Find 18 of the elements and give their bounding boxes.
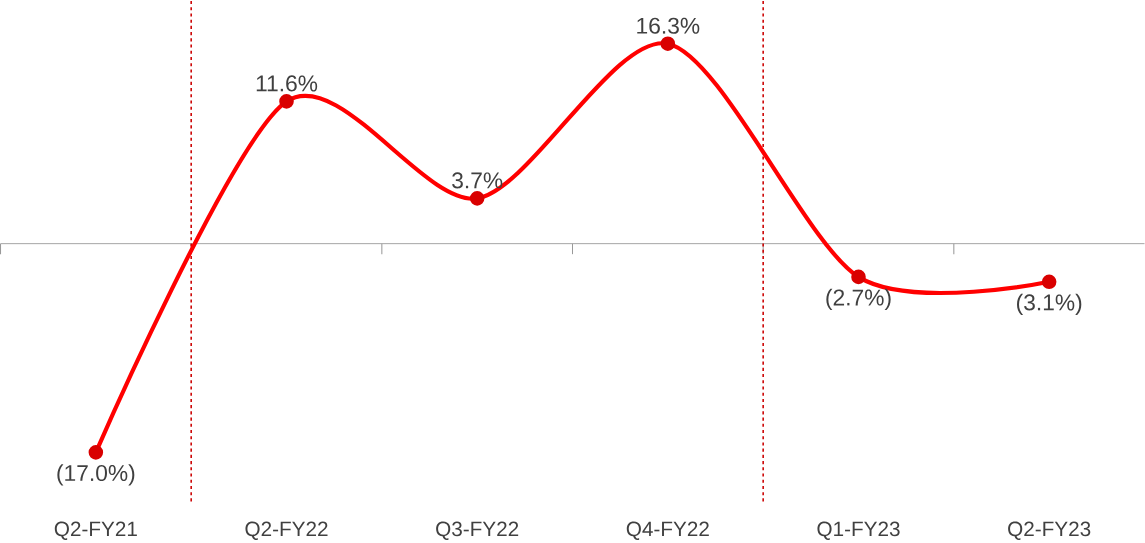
- x-tick-label: Q2-FY21: [54, 521, 137, 540]
- data-label: 16.3%: [637, 17, 700, 34]
- x-tick-label: Q1-FY23: [817, 521, 900, 540]
- data-label: 3.7%: [452, 172, 503, 189]
- point: [851, 269, 866, 284]
- point: [1041, 274, 1057, 289]
- x-tick-label: Q2-FY22: [245, 521, 328, 540]
- data-label: (17.0%): [57, 464, 135, 486]
- point: [88, 444, 104, 460]
- point: [660, 36, 676, 51]
- point: [279, 93, 294, 109]
- x-tick-label: Q4-FY22: [626, 521, 709, 540]
- point: [469, 190, 485, 206]
- x-tick-label: Q2-FY23: [1008, 521, 1091, 540]
- x-tick-label: Q3-FY22: [436, 521, 519, 540]
- data-label: (2.7%): [826, 288, 891, 310]
- data-label: (3.1%): [1017, 293, 1082, 315]
- data-label: 11.6%: [256, 75, 318, 92]
